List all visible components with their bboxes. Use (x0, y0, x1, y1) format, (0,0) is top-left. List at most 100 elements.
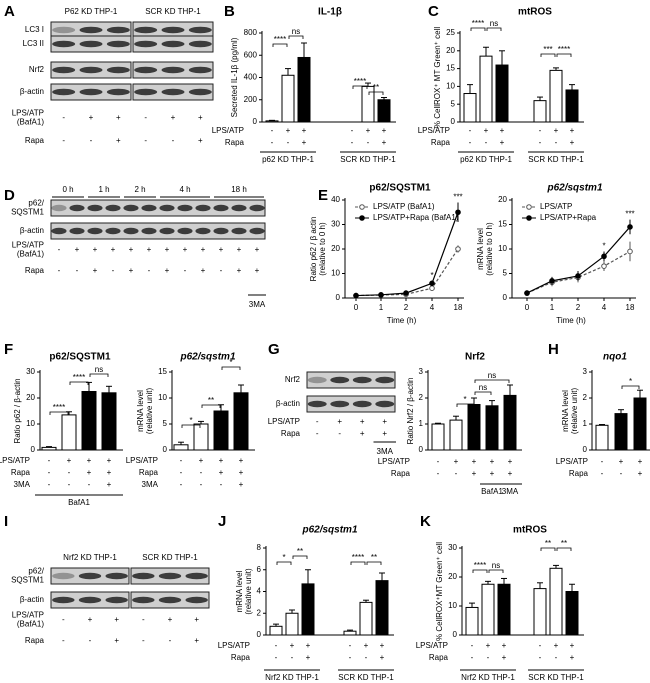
condition-value: + (570, 138, 575, 147)
blot-band (185, 596, 208, 604)
y-tick-label: 25 (446, 28, 455, 37)
y-tick-label: 0 (163, 445, 168, 454)
blot-band (106, 66, 130, 74)
condition-label: Rapa (25, 636, 45, 645)
blot-band (79, 40, 103, 48)
significance-bracket (486, 27, 502, 31)
blot-band (52, 26, 76, 34)
condition-value: - (485, 138, 488, 147)
blot-band (159, 204, 175, 212)
y-axis-label: Ratio p62 / β actin (309, 217, 318, 282)
condition-value: + (219, 468, 224, 477)
condition-value: + (89, 113, 94, 122)
blot-band (375, 376, 395, 384)
significance-label: * (189, 416, 192, 425)
blot-band (52, 596, 75, 604)
significance-label: **** (352, 553, 364, 562)
blot-strip (306, 371, 396, 389)
x-tick-label: 0 (354, 303, 359, 312)
significance-label: **** (73, 373, 85, 382)
blot-band (69, 204, 85, 212)
band-label: SQSTM1 (11, 576, 44, 585)
blot-strip (50, 199, 266, 217)
y-axis-label: % CellROX⁺ MT Green⁺ cell (433, 27, 442, 128)
significance-label: **** (53, 403, 65, 412)
condition-value: + (490, 457, 495, 466)
blot-band (141, 204, 157, 212)
blot-header: SCR KD THP-1 (145, 7, 201, 16)
condition-value: - (367, 138, 370, 147)
y-tick-label: 20 (448, 572, 457, 581)
band-label: p62/ (28, 199, 44, 208)
bar (633, 397, 647, 451)
condition-label: LPS/ATP (378, 457, 410, 466)
bar (213, 410, 229, 451)
condition-value: + (500, 138, 505, 147)
blot-band (52, 66, 76, 74)
y-tick-label: 8 (257, 543, 262, 552)
y-tick-label: 0 (583, 445, 588, 454)
significance-label: ns (490, 19, 498, 28)
bar (533, 100, 547, 123)
note: 3MA (249, 300, 266, 309)
point (455, 209, 461, 216)
chart-title: p62/SQSTM1 (49, 352, 111, 363)
blot-band (352, 400, 372, 408)
band-label: Nrf2 (285, 375, 301, 384)
y-axis-label: (relative unit) (570, 388, 579, 435)
bar (549, 567, 563, 636)
blot-band (52, 88, 76, 96)
point (378, 292, 384, 298)
blot-band (307, 376, 327, 384)
condition-value: - (169, 636, 172, 645)
significance-bracket (272, 43, 288, 47)
condition-value: - (48, 456, 51, 465)
bar (449, 419, 463, 451)
band-label: β-actin (20, 595, 44, 604)
condition-value: + (486, 641, 491, 650)
band-label: β-actin (20, 87, 44, 96)
x-tick-label: 18 (626, 303, 635, 312)
blot-band (123, 227, 139, 235)
condition-value: + (129, 266, 134, 275)
condition-value: + (337, 417, 342, 426)
condition-label: Rapa (391, 469, 411, 478)
significance-bracket (556, 547, 572, 551)
y-tick-label: 800 (244, 28, 258, 37)
condition-value: - (455, 469, 458, 478)
bar (301, 583, 315, 636)
band-label: LC3 I (25, 25, 44, 34)
condition-value: - (351, 138, 354, 147)
condition-label: (BafA1) (17, 620, 44, 629)
legend-label: LPS/ATP (540, 202, 572, 211)
condition-value: + (194, 636, 199, 645)
panel-letter: E (318, 187, 328, 204)
significance-label: *** (453, 193, 462, 202)
condition-value: + (116, 113, 121, 122)
significance-label: **** (354, 77, 366, 86)
significance-bracket (292, 555, 308, 559)
blot-strip (306, 395, 396, 413)
condition-value: - (271, 126, 274, 135)
significance-label: * (602, 242, 605, 251)
condition-value: - (90, 136, 93, 145)
point (627, 248, 633, 255)
y-axis-label: mRNA level (136, 390, 145, 432)
group-label: BafA1 (68, 498, 90, 507)
condition-value: - (68, 480, 71, 489)
condition-value: - (180, 480, 183, 489)
condition-value: - (555, 138, 558, 147)
condition-value: + (454, 457, 459, 466)
condition-value: + (638, 469, 643, 478)
blot-band (185, 572, 208, 580)
band-label: β-actin (20, 226, 44, 235)
condition-value: + (198, 113, 203, 122)
bar (549, 69, 563, 123)
y-axis-label: % CellROX⁺MT Green⁺ cell (435, 542, 444, 641)
condition-value: - (144, 113, 147, 122)
blot-band (78, 572, 102, 580)
group-label: Nrf2 KD THP-1 (461, 673, 515, 682)
condition-value: - (58, 245, 61, 254)
y-tick-label: 10 (446, 82, 455, 91)
band-label: β-actin (276, 399, 300, 408)
